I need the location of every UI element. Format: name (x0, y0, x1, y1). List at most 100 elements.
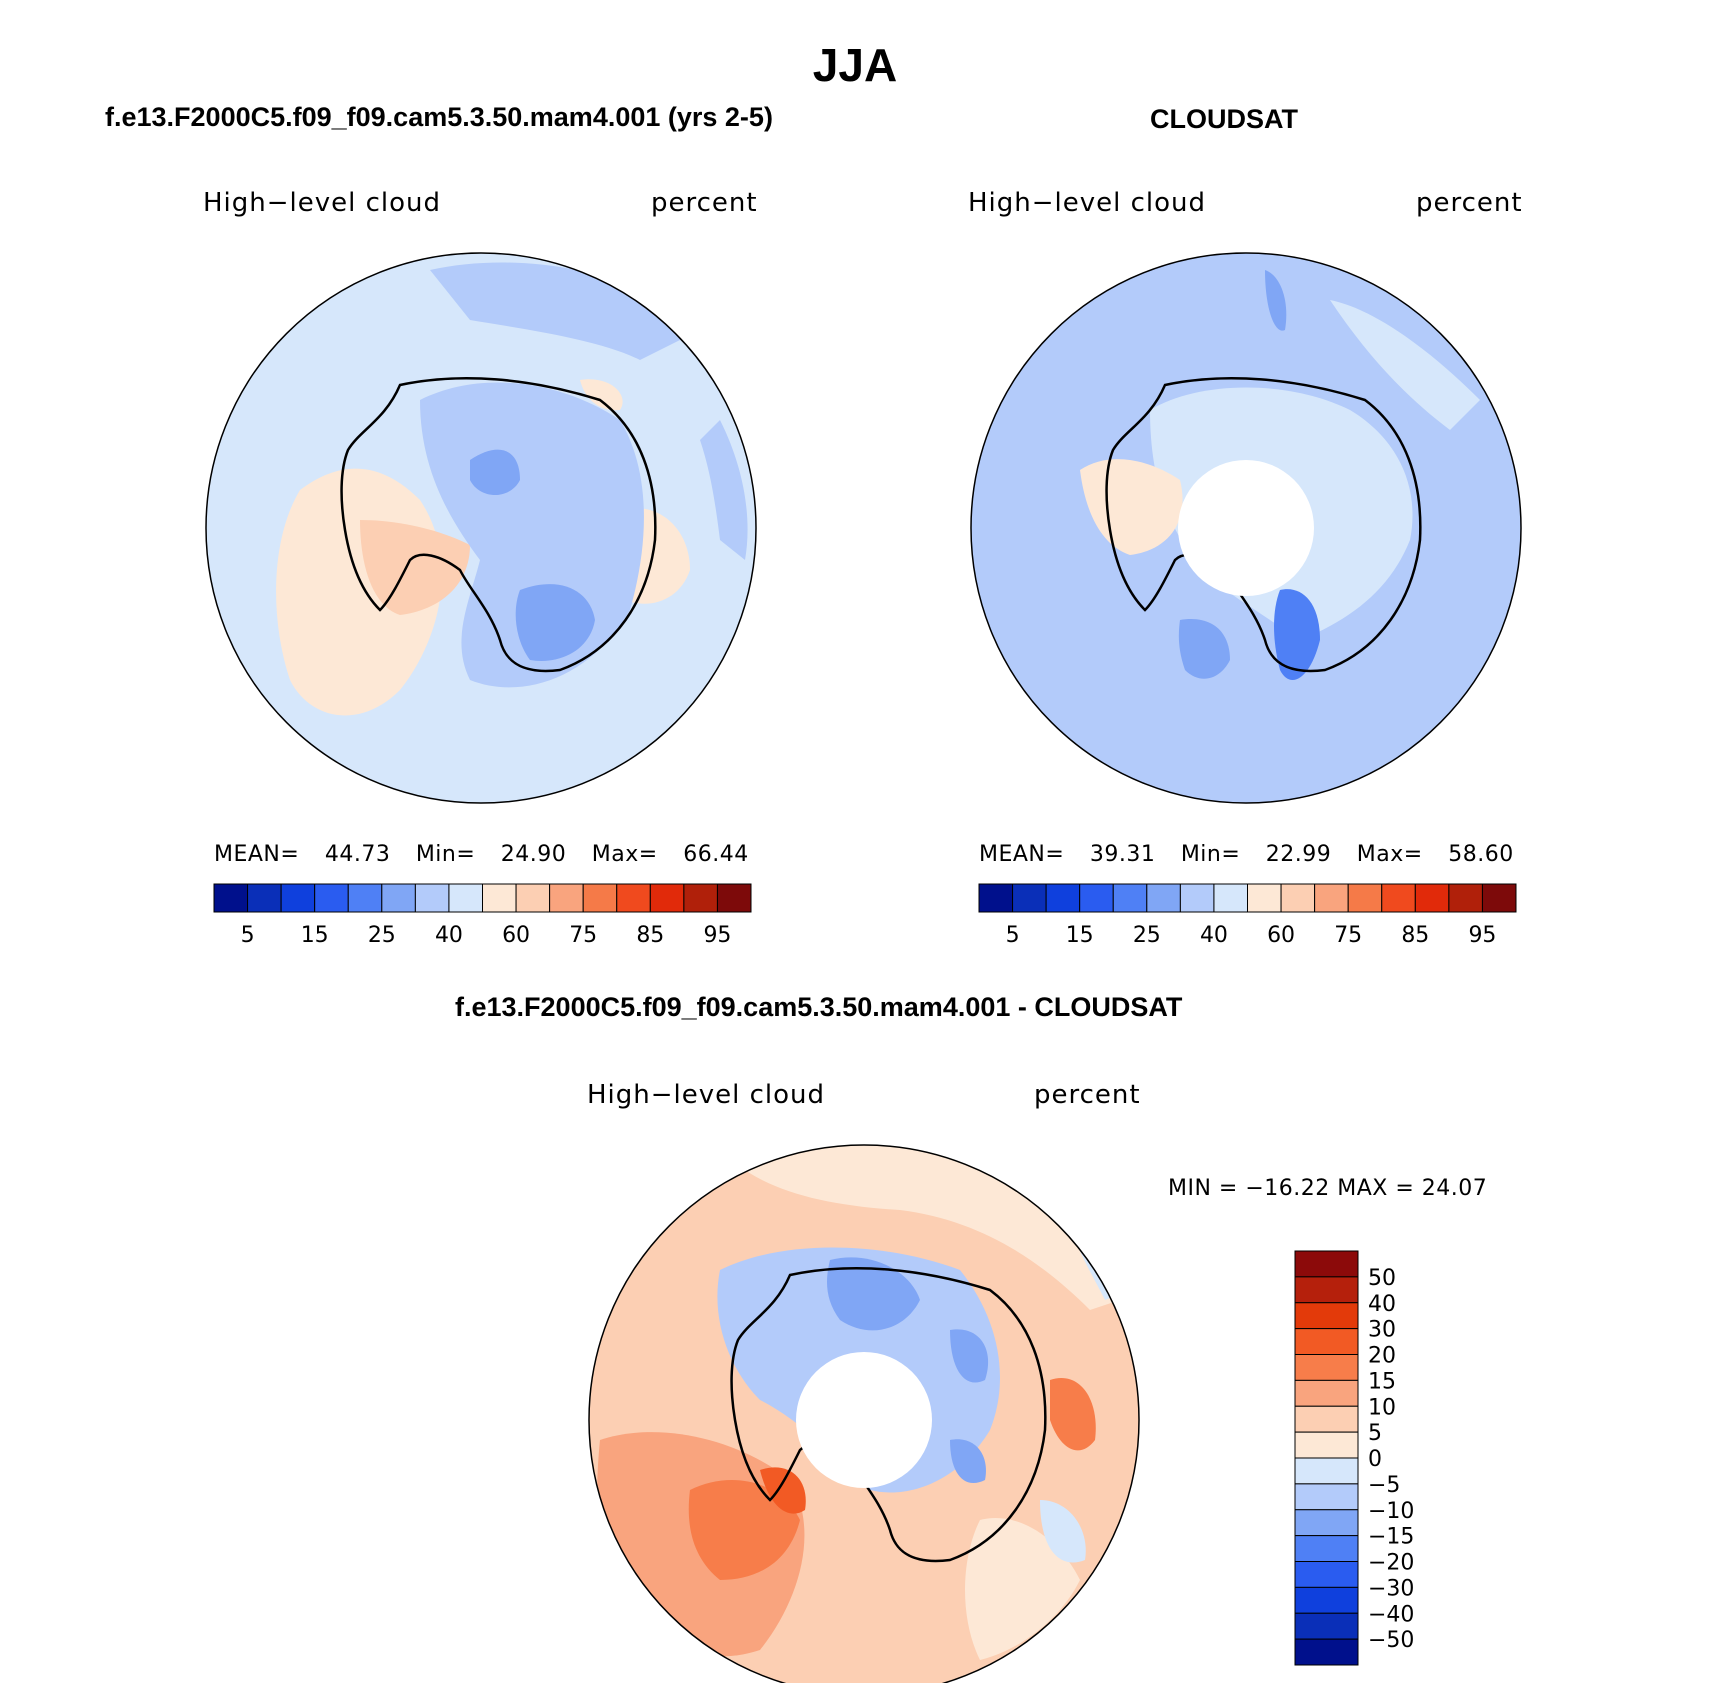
obs-variable-label: High−level cloud (968, 188, 1207, 218)
model-variable-label: High−level cloud (203, 188, 442, 218)
obs-colorbar-box (1213, 883, 1248, 913)
obs-colorbar-box (1280, 883, 1316, 913)
diff-map-peach-region (720, 1145, 1120, 1310)
obs-colorbar-tick-label: 95 (1468, 923, 1496, 948)
model-map-peach-region (580, 379, 623, 411)
model-map-blue-region (700, 420, 748, 560)
diff-colorbar-box (1294, 1612, 1359, 1640)
model-map-deep-blue-region (470, 449, 520, 495)
diff-colorbar-tick-label: 15 (1368, 1369, 1396, 1394)
diff-colorbar-box (1294, 1483, 1359, 1511)
model-colorbar-box (448, 883, 483, 913)
obs-colorbar-box (1079, 883, 1114, 913)
max-value: 58.60 (1448, 842, 1514, 867)
diff-colorbar-box (1294, 1379, 1359, 1407)
obs-stats: MEAN= 39.31 Min= 22.99 Max= 58.60 (979, 842, 1514, 867)
diff-colorbar-tick-label: 40 (1368, 1292, 1396, 1317)
diff-colorbar-box (1294, 1328, 1359, 1355)
obs-map-border (970, 252, 1522, 804)
diff-colorbar-box (1294, 1586, 1359, 1614)
model-colorbar-box (347, 883, 383, 913)
diff-colorbar-box (1294, 1276, 1359, 1304)
diff-colorbar-tick-label: −50 (1368, 1628, 1414, 1653)
obs-colorbar-box (1481, 883, 1517, 913)
diff-colorbar-tick-label: 20 (1368, 1344, 1396, 1369)
min-label: Min= (415, 842, 476, 867)
obs-panel-title: CLOUDSAT (1150, 104, 1298, 134)
diff-colorbar-tick-label: −30 (1368, 1576, 1414, 1601)
model-map (206, 253, 756, 803)
diff-colorbar-tick-label: −20 (1368, 1551, 1414, 1576)
diff-colorbar-tick-label: −40 (1368, 1602, 1414, 1627)
model-colorbar-tick-label: 75 (569, 923, 597, 948)
diff-map-deep-blue-region (950, 1329, 989, 1383)
model-colorbar-box (549, 883, 584, 913)
obs-map (971, 253, 1521, 803)
obs-colorbar-box (978, 883, 1014, 913)
model-colorbar-box (482, 883, 517, 913)
model-colorbar-tick-label: 15 (301, 923, 329, 948)
obs-units-label: percent (1416, 188, 1523, 218)
diff-map-orange-region (688, 1480, 800, 1580)
obs-colorbar-box (1179, 883, 1215, 913)
diff-colorbar-box (1294, 1405, 1359, 1433)
diff-map (589, 1145, 1139, 1683)
diff-colorbar-box (1294, 1561, 1359, 1588)
diff-colorbar-tick-label: 5 (1368, 1421, 1382, 1446)
obs-map-light-region (1330, 300, 1480, 430)
model-panel-title: f.e13.F2000C5.f09_f09.cam5.3.50.mam4.001… (105, 102, 773, 132)
diff-map-coastline (730, 1266, 1047, 1563)
model-map-border (205, 252, 757, 804)
obs-map-deep-blue-region (1265, 270, 1287, 331)
diff-colorbar-tick-label: 30 (1368, 1318, 1396, 1343)
obs-colorbar-tick-label: 85 (1401, 923, 1429, 948)
model-colorbar-box (280, 883, 316, 913)
diff-panel-title: f.e13.F2000C5.f09_f09.cam5.3.50.mam4.001… (455, 992, 1183, 1022)
diff-colorbar-tick-label: −5 (1368, 1473, 1400, 1498)
obs-colorbar-box (1347, 883, 1383, 913)
model-colorbar-box (683, 883, 718, 913)
min-value: 22.99 (1265, 842, 1332, 867)
diff-colorbar-box (1294, 1354, 1359, 1381)
obs-colorbar-box (1012, 883, 1047, 913)
model-colorbar-box (515, 883, 551, 913)
model-map-deep-blue-region (515, 584, 595, 661)
diff-colorbar-box (1294, 1250, 1359, 1278)
diff-variable-label: High−level cloud (587, 1080, 826, 1110)
model-colorbar-box (582, 883, 618, 913)
obs-colorbar-box (1247, 883, 1282, 913)
model-colorbar-box (716, 883, 752, 913)
model-colorbar-box (381, 883, 416, 913)
diff-colorbar-box (1294, 1431, 1359, 1459)
model-colorbar-box (616, 883, 651, 913)
obs-colorbar-box (1414, 883, 1450, 913)
obs-colorbar-tick-label: 40 (1200, 923, 1228, 948)
obs-colorbar-box (1045, 883, 1081, 913)
obs-colorbar-box (1381, 883, 1416, 913)
diff-colorbar-tick-label: 50 (1368, 1266, 1396, 1291)
diff-colorbar-tick-label: 10 (1368, 1395, 1396, 1420)
model-colorbar-tick-label: 85 (636, 923, 664, 948)
diff-map-border (588, 1144, 1140, 1683)
model-colorbar-tick-label: 60 (502, 923, 530, 948)
mean-label: MEAN= (214, 842, 300, 867)
obs-colorbar-tick-label: 15 (1066, 923, 1094, 948)
obs-colorbar-tick-label: 75 (1334, 923, 1362, 948)
model-colorbar-tick-label: 95 (703, 923, 731, 948)
model-colorbar-box (414, 883, 450, 913)
model-colorbar-tick-label: 25 (368, 923, 396, 948)
obs-colorbar-box (1146, 883, 1181, 913)
obs-map-deep-blue-region (1178, 619, 1230, 679)
model-stats: MEAN= 44.73 Min= 24.90 Max= 66.44 (214, 842, 749, 867)
mean-value: 39.31 (1089, 842, 1156, 867)
diff-map-red-region (760, 1467, 806, 1514)
max-label: Max= (1356, 842, 1423, 867)
diff-units-label: percent (1034, 1080, 1141, 1110)
diff-colorbar-tick-label: −15 (1368, 1525, 1414, 1550)
mean-value: 44.73 (324, 842, 391, 867)
model-map-pink-region (360, 520, 470, 615)
model-units-label: percent (651, 188, 758, 218)
diff-stats: MIN = −16.22 MAX = 24.07 (1168, 1176, 1488, 1201)
diff-colorbar-box (1294, 1457, 1359, 1485)
